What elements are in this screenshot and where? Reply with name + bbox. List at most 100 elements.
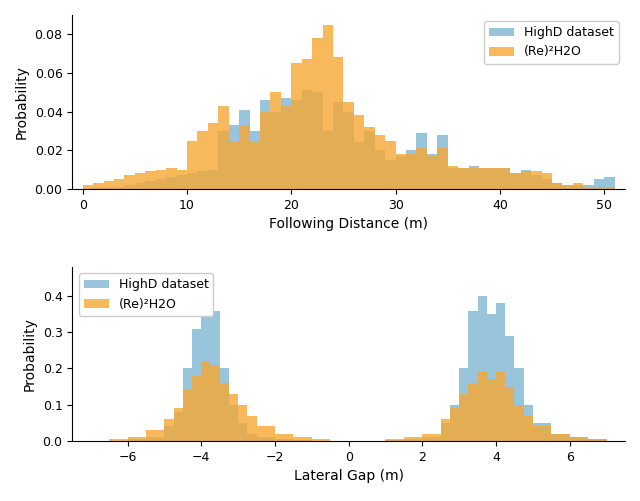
Bar bbox=[515, 368, 524, 441]
Bar bbox=[281, 98, 291, 189]
Bar bbox=[468, 383, 477, 441]
Bar bbox=[275, 434, 293, 441]
Bar bbox=[247, 415, 257, 441]
Bar bbox=[531, 171, 541, 189]
Bar bbox=[293, 440, 312, 441]
Bar bbox=[459, 368, 468, 441]
Bar bbox=[570, 437, 588, 441]
Bar bbox=[135, 173, 145, 189]
Bar bbox=[477, 372, 487, 441]
Bar bbox=[588, 439, 607, 441]
Bar bbox=[187, 141, 197, 189]
Bar bbox=[281, 106, 291, 189]
Bar bbox=[177, 175, 187, 189]
Bar bbox=[450, 408, 459, 441]
Bar bbox=[417, 148, 427, 189]
Bar bbox=[385, 440, 404, 441]
Bar bbox=[573, 183, 583, 189]
Bar bbox=[218, 131, 228, 189]
Bar bbox=[364, 127, 374, 189]
Bar bbox=[604, 187, 614, 189]
Bar bbox=[293, 437, 312, 441]
Bar bbox=[183, 368, 192, 441]
Bar bbox=[487, 379, 496, 441]
Bar bbox=[238, 405, 247, 441]
Bar bbox=[468, 311, 477, 441]
Bar bbox=[247, 434, 257, 441]
Bar bbox=[552, 183, 563, 189]
Bar bbox=[448, 167, 458, 189]
Bar bbox=[323, 131, 333, 189]
Bar bbox=[583, 187, 594, 189]
Bar bbox=[374, 135, 385, 189]
Bar bbox=[201, 274, 211, 441]
Bar bbox=[385, 160, 396, 189]
Bar bbox=[490, 167, 500, 189]
Bar bbox=[521, 169, 531, 189]
Bar bbox=[441, 423, 450, 441]
Bar bbox=[104, 187, 114, 189]
Bar bbox=[479, 167, 490, 189]
Bar bbox=[533, 426, 551, 441]
Bar bbox=[312, 38, 323, 189]
Bar bbox=[487, 314, 496, 441]
Bar bbox=[145, 171, 156, 189]
Bar bbox=[479, 167, 490, 189]
Bar bbox=[385, 141, 396, 189]
Bar bbox=[510, 173, 521, 189]
Legend: HighD dataset, (Re)²H2O: HighD dataset, (Re)²H2O bbox=[79, 274, 213, 316]
Bar bbox=[333, 58, 344, 189]
Bar bbox=[109, 439, 127, 441]
Bar bbox=[477, 296, 487, 441]
Bar bbox=[500, 167, 510, 189]
Bar bbox=[220, 383, 229, 441]
Bar bbox=[531, 175, 541, 189]
Bar bbox=[257, 437, 275, 441]
Bar bbox=[594, 179, 604, 189]
Bar bbox=[312, 92, 323, 189]
Bar bbox=[83, 185, 93, 189]
Bar bbox=[177, 169, 187, 189]
Bar bbox=[505, 336, 515, 441]
Bar bbox=[406, 150, 417, 189]
Bar bbox=[459, 394, 468, 441]
Bar bbox=[127, 439, 146, 441]
Bar bbox=[524, 405, 533, 441]
Bar bbox=[146, 430, 164, 441]
Bar bbox=[124, 185, 135, 189]
Bar bbox=[271, 112, 281, 189]
Bar bbox=[396, 156, 406, 189]
Bar bbox=[104, 181, 114, 189]
Bar bbox=[427, 154, 437, 189]
Bar bbox=[192, 376, 201, 441]
Bar bbox=[228, 125, 239, 189]
Bar bbox=[93, 187, 104, 189]
Bar bbox=[257, 426, 275, 441]
Bar bbox=[344, 102, 354, 189]
Bar bbox=[238, 423, 247, 441]
Bar bbox=[450, 405, 459, 441]
Bar bbox=[521, 171, 531, 189]
Bar bbox=[496, 372, 505, 441]
Bar bbox=[218, 106, 228, 189]
Bar bbox=[271, 92, 281, 189]
Bar bbox=[406, 154, 417, 189]
Bar bbox=[239, 110, 250, 189]
Bar bbox=[448, 166, 458, 189]
Bar bbox=[541, 179, 552, 189]
Bar bbox=[427, 156, 437, 189]
Bar bbox=[192, 329, 201, 441]
Bar bbox=[291, 100, 301, 189]
Bar bbox=[468, 166, 479, 189]
Bar bbox=[229, 405, 238, 441]
Bar bbox=[385, 439, 404, 441]
Bar bbox=[323, 25, 333, 189]
Bar bbox=[458, 167, 468, 189]
Bar bbox=[533, 423, 551, 441]
Bar bbox=[197, 131, 208, 189]
Bar bbox=[229, 394, 238, 441]
Bar bbox=[354, 115, 364, 189]
Bar bbox=[468, 167, 479, 189]
Bar bbox=[396, 154, 406, 189]
Bar bbox=[201, 361, 211, 441]
